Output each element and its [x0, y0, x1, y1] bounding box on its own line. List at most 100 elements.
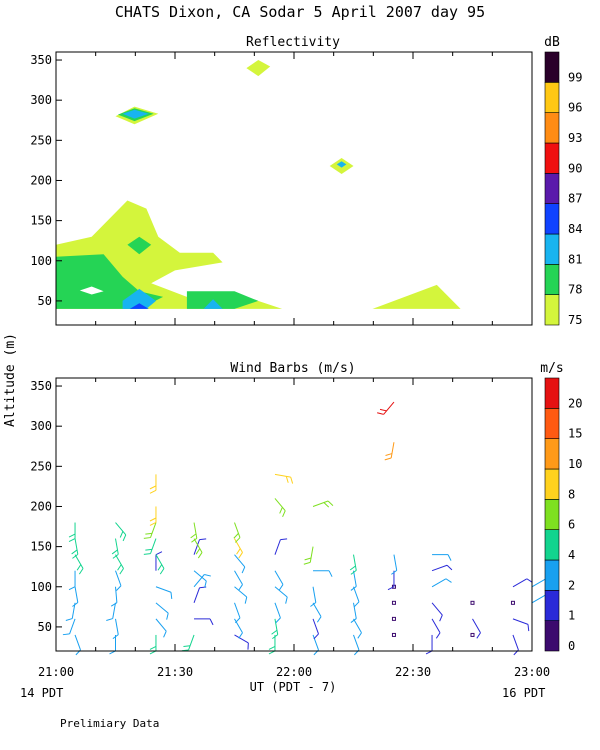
wind-barb-feather: [447, 554, 452, 561]
reflectivity-contours: [56, 60, 461, 309]
wind-barb-staff: [431, 618, 441, 633]
wind-barb-staff: [234, 602, 241, 619]
wind-barb-feather: [234, 537, 241, 543]
x-tick-label-2200: 22:00: [276, 665, 312, 679]
wind-barb-staff: [234, 586, 248, 598]
wind-barb-staff: [312, 634, 319, 651]
wind-barb-feather: [195, 548, 201, 555]
y-tick-label-200: 200: [30, 173, 52, 187]
wind-barb-staff: [115, 522, 127, 536]
wind-barb-feather: [112, 553, 119, 559]
colorbar-swatch-6: [544, 499, 560, 530]
wind-barb-feather: [115, 585, 122, 591]
wind-barb-feather: [526, 578, 533, 583]
reflectivity-title: Reflectivity: [246, 35, 340, 50]
wind-barb-feather: [68, 533, 76, 538]
wind-barb-feather: [236, 548, 241, 555]
wind-barb-staff: [112, 602, 116, 619]
wind-barb-staff: [274, 602, 281, 619]
wind-barb-feather: [310, 602, 317, 607]
colorbar-label-20: 20: [568, 396, 582, 410]
wind-barb-feather: [272, 634, 279, 640]
wind-barb-feather: [149, 489, 157, 494]
wind-barb-staff: [234, 618, 243, 633]
wind-barb-feather: [385, 453, 393, 456]
wind-barb-staff: [274, 498, 286, 512]
colorbar-label-84: 84: [568, 222, 582, 236]
wind-barb-staff: [234, 570, 243, 585]
wind-barb-staff: [150, 538, 157, 554]
wind-barb-feather: [72, 553, 79, 559]
wind-barb-feather: [111, 549, 118, 555]
calm-marker: [391, 632, 396, 637]
wind-barb-feather: [197, 552, 203, 559]
wind-barb-feather: [68, 538, 76, 542]
wind-barb-staff: [512, 618, 529, 625]
wind-barb-staff: [431, 602, 443, 616]
colorbar-swatch-87: [544, 173, 560, 204]
wind-barb-feather: [209, 618, 214, 626]
wind-barb-feather: [191, 537, 198, 543]
wind-barb-feather: [527, 624, 530, 632]
wind-barb-staff: [193, 574, 205, 588]
wind-barb-staff: [155, 602, 169, 614]
colorbar-label-96: 96: [568, 101, 582, 115]
wind-barb-staff: [353, 586, 360, 602]
wind-barb-feather: [357, 632, 362, 639]
wind-barb-feather: [166, 612, 169, 620]
wind-barbs-axes-frame: [55, 377, 533, 652]
reflectivity-region-81db: [336, 161, 347, 168]
wind-barb-staff: [353, 634, 360, 651]
wind-barb-feather: [241, 566, 246, 574]
wind-barb-feather: [149, 485, 157, 490]
y-tick-label-100: 100: [30, 580, 52, 594]
wind-barb-staff: [512, 634, 519, 651]
wind-barb-feather: [119, 531, 124, 538]
wind-barb-feather: [435, 632, 441, 639]
wind-barb-staff: [274, 586, 288, 598]
wind-barb-staff: [274, 618, 279, 635]
wind-barb-staff: [383, 401, 395, 415]
calm-marker: [470, 600, 475, 605]
wind-barb-staff: [312, 602, 322, 617]
colorbar-swatch-0: [544, 620, 560, 652]
wind-barb-staff: [193, 570, 207, 582]
reflectivity-y-axis: 50 100 150 200 250 300 350: [30, 53, 62, 308]
wind-barb-feather: [280, 538, 288, 541]
y-tick-label-200: 200: [30, 499, 52, 513]
wind-barbs-title: Wind Barbs (m/s): [230, 361, 355, 376]
wind-barb-staff: [193, 522, 198, 539]
wind-barb-staff: [531, 594, 547, 604]
x-tick-label-2100: 21:00: [38, 665, 74, 679]
figure-title: CHATS Dixon, CA Sodar 5 April 2007 day 9…: [115, 3, 485, 21]
wind-barb-feather: [327, 500, 334, 506]
footer-left-label: 14 PDT: [20, 686, 63, 700]
colorbar-swatch-99: [544, 51, 560, 83]
colorbar-swatch-90: [544, 142, 560, 174]
wind-barb-feather: [238, 584, 243, 591]
wind-barb-feather: [377, 412, 384, 415]
wind-barb-feather: [155, 551, 163, 556]
wind-barb-feather: [285, 596, 288, 604]
wind-barb-staff: [472, 618, 481, 633]
wind-barb-staff: [431, 578, 447, 588]
wind-barb-staff: [115, 554, 124, 569]
y-tick-label-350: 350: [30, 53, 52, 67]
footer-right-label: 16 PDT: [502, 686, 545, 700]
wind-barb-feather: [110, 602, 118, 607]
colorbar-label-78: 78: [568, 283, 582, 297]
wind-barb-staff: [234, 634, 249, 644]
wind-barb-staff: [115, 570, 122, 586]
colorbar-swatch-1: [544, 590, 560, 621]
wind-colorbar: 0 1 2 4 6 8 10 15 20: [544, 377, 582, 653]
wind-barb-feather: [170, 592, 173, 599]
colorbar-swatch-78: [544, 264, 560, 295]
wind-barb-feather: [268, 646, 276, 650]
wind-barb-feather: [278, 584, 284, 591]
colorbar-label-87: 87: [568, 192, 582, 206]
wind-barb-feather: [204, 574, 211, 577]
wind-barb-feather: [303, 561, 311, 565]
wind-barb-feather: [159, 568, 165, 575]
wind-barb-feather: [328, 570, 333, 577]
